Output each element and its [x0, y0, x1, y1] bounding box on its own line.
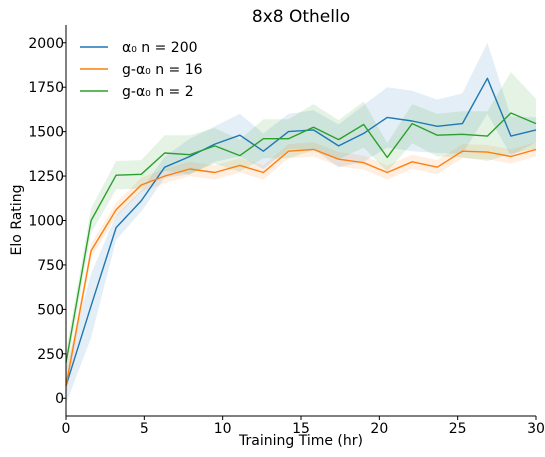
y-tick-label: 500 [37, 302, 64, 318]
legend: α₀ n = 200 g-α₀ n = 16 g-α₀ n = 2 [80, 40, 203, 100]
y-tick-label: 0 [55, 391, 64, 407]
series-band-2 [66, 72, 536, 374]
x-axis-label: Training Time (hr) [238, 433, 363, 449]
y-tick-label: 1750 [28, 80, 64, 96]
series-line-1 [65, 148, 537, 386]
legend-label-1: g-α₀ n = 16 [122, 62, 203, 78]
legend-label-2: g-α₀ n = 2 [122, 84, 194, 100]
x-tick-label: 0 [62, 421, 71, 437]
x-tick-label: 5 [140, 421, 149, 437]
series-lines [65, 77, 537, 387]
y-tick-label: 250 [37, 347, 64, 363]
y-ticks: 0 250 500 750 1000 1250 1500 1750 2000 [28, 36, 66, 407]
x-tick-label: 25 [449, 421, 467, 437]
x-tick-label: 20 [370, 421, 388, 437]
legend-label-0: α₀ n = 200 [122, 40, 198, 56]
x-tick-label: 15 [292, 421, 310, 437]
confidence-bands [66, 42, 536, 404]
series-line-0 [65, 77, 537, 387]
y-tick-label: 2000 [28, 36, 64, 52]
series-band-0 [66, 42, 536, 404]
y-axis-label: Elo Rating [9, 185, 25, 256]
x-ticks: 0 5 10 15 20 25 30 [62, 416, 545, 437]
x-tick-label: 30 [527, 421, 545, 437]
y-tick-label: 1500 [28, 125, 64, 141]
y-tick-label: 1250 [28, 169, 64, 185]
series-line-2 [65, 112, 537, 363]
x-tick-label: 10 [214, 421, 232, 437]
y-tick-label: 750 [37, 258, 64, 274]
chart-title: 8x8 Othello [252, 7, 350, 27]
y-tick-label: 1000 [28, 214, 64, 230]
